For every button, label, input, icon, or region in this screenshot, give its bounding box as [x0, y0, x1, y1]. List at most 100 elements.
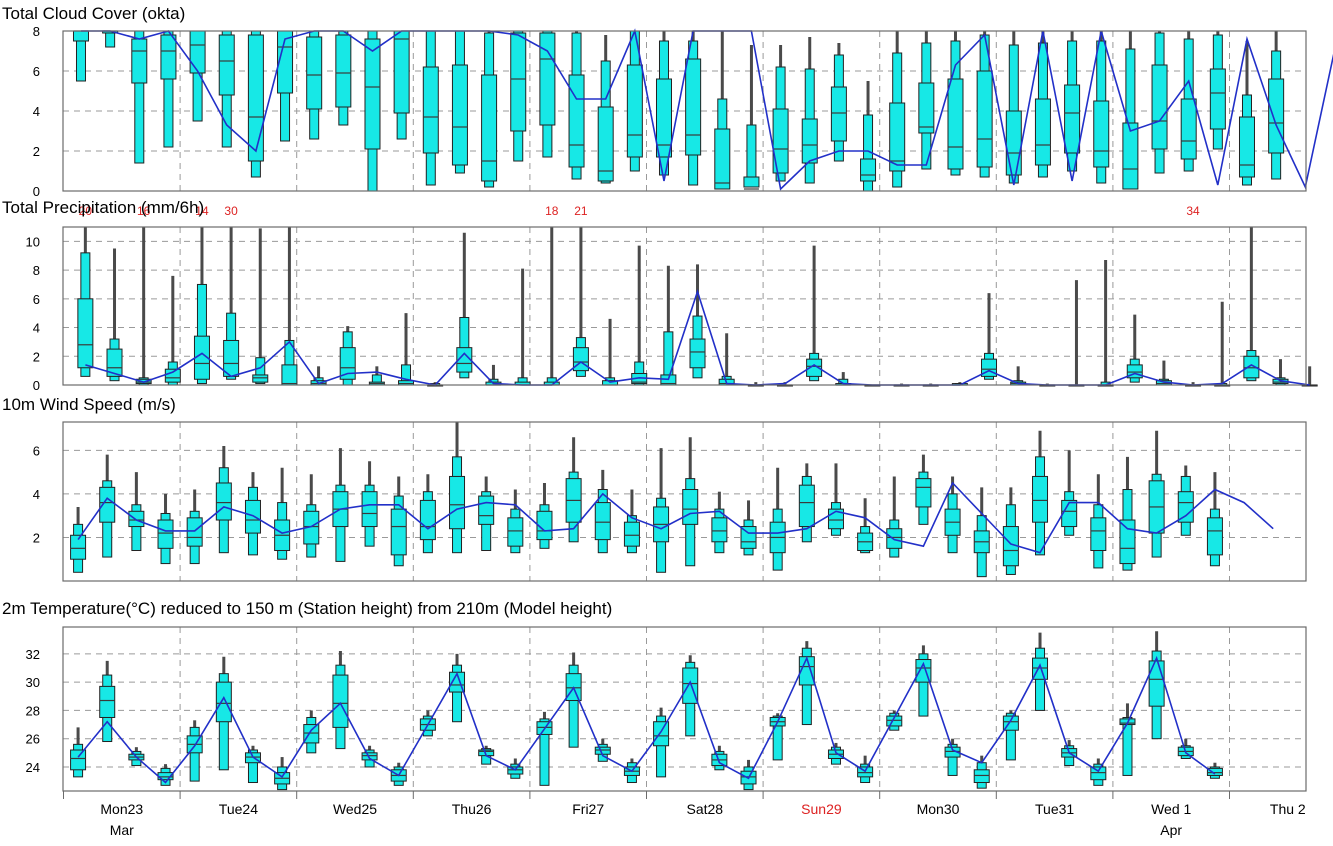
box-inner — [597, 106, 614, 182]
box-inner — [623, 521, 640, 547]
box-inner — [1064, 84, 1081, 154]
box-inner — [189, 30, 206, 74]
box-inner — [131, 38, 148, 84]
box-outer — [131, 504, 142, 552]
box-inner — [860, 158, 877, 182]
box-inner — [1151, 64, 1168, 150]
offscale-value-label: 34 — [1186, 204, 1200, 218]
box-inner — [481, 74, 498, 182]
box-inner — [947, 78, 964, 170]
box-outer — [196, 283, 207, 385]
y-tick-label: 0 — [33, 378, 40, 393]
box-inner — [70, 534, 87, 560]
box-inner — [1180, 98, 1197, 160]
x-day-label: Wed 1 — [1151, 801, 1191, 817]
box-inner — [1119, 519, 1136, 565]
box-inner — [1243, 355, 1260, 379]
box-inner — [99, 685, 116, 718]
box-outer — [656, 715, 667, 778]
box-inner — [361, 752, 378, 761]
box-inner — [77, 298, 94, 369]
box-outer — [255, 357, 266, 385]
x-day-label: Tue24 — [219, 801, 258, 817]
box-outer — [247, 749, 258, 784]
box-inner — [594, 502, 611, 541]
box-outer — [918, 653, 929, 717]
ensemble-mean-line — [77, 481, 1274, 554]
box-inner — [281, 364, 298, 386]
box-inner — [594, 746, 611, 755]
x-day-label: Mon23 — [100, 801, 143, 817]
box-inner — [478, 495, 495, 525]
box-inner — [1005, 110, 1022, 176]
panel-frame — [62, 626, 1307, 792]
box-inner — [449, 475, 466, 530]
x-day-label: Sun29 — [801, 801, 842, 817]
box-inner — [886, 528, 903, 549]
box-inner — [510, 32, 527, 132]
box-outer — [452, 664, 463, 723]
panel-frame — [62, 226, 1307, 386]
x-day-label: Tue31 — [1035, 801, 1074, 817]
box-inner — [252, 374, 269, 383]
box-inner — [398, 380, 415, 386]
box-inner — [339, 347, 356, 380]
offscale-value-label: 20 — [79, 204, 93, 218]
box-inner — [160, 34, 177, 80]
box-inner — [456, 347, 473, 373]
box-outer — [947, 743, 958, 776]
box-inner — [70, 749, 87, 771]
box-inner — [303, 724, 320, 744]
box-inner — [451, 64, 468, 166]
x-day-label: Mon30 — [917, 801, 960, 817]
box-inner — [1034, 98, 1051, 166]
box-inner — [655, 78, 672, 158]
box-inner — [247, 34, 264, 162]
box-inner — [1206, 767, 1223, 776]
box-outer — [539, 718, 550, 786]
box-inner — [332, 674, 349, 728]
box-inner — [830, 86, 847, 142]
box-inner — [915, 478, 932, 508]
y-tick-label: 26 — [26, 732, 40, 747]
box-inner — [215, 482, 232, 521]
box-inner — [743, 176, 760, 188]
panel-title: Total Precipitation (mm/6h) — [2, 198, 204, 217]
box-outer — [189, 726, 200, 782]
box-inner — [1093, 100, 1110, 168]
box-inner — [536, 510, 553, 541]
box-inner — [364, 38, 381, 150]
box-inner — [215, 681, 232, 723]
offscale-value-label: 30 — [224, 204, 238, 218]
box-inner — [361, 491, 378, 528]
box-inner — [685, 58, 702, 156]
box-inner — [539, 32, 556, 126]
box-inner — [244, 499, 261, 534]
box-outer — [1005, 712, 1016, 761]
box-outer — [801, 647, 812, 726]
box-inner — [889, 102, 906, 172]
offscale-value-label: 16 — [137, 204, 151, 218]
box-inner — [798, 484, 815, 528]
box-inner — [568, 74, 585, 168]
box-inner — [1148, 660, 1165, 707]
box-inner — [626, 64, 643, 158]
box-inner — [106, 348, 123, 377]
y-tick-label: 4 — [33, 321, 40, 336]
panel-title: 10m Wind Speed (m/s) — [2, 395, 176, 414]
x-day-label: Sat28 — [687, 801, 724, 817]
y-tick-label: 6 — [33, 443, 40, 458]
y-tick-label: 4 — [33, 104, 40, 119]
box-inner — [973, 769, 990, 784]
box-inner — [1268, 78, 1285, 154]
ensemble-mean-line — [81, 28, 1333, 191]
ensemble-mean-line — [77, 655, 1216, 784]
box-inner — [1177, 491, 1194, 523]
box-inner — [714, 128, 731, 190]
box-outer — [568, 664, 579, 748]
box-inner — [806, 358, 823, 377]
box-inner — [422, 66, 439, 154]
y-tick-label: 0 — [33, 184, 40, 199]
box-inner — [1061, 499, 1078, 528]
